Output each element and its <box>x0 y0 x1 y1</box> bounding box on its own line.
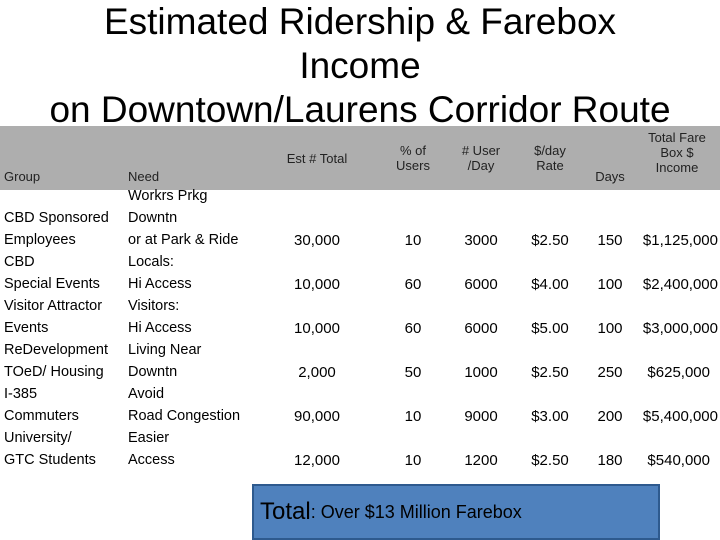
group-line: ReDevelopment <box>4 342 108 358</box>
est-total-cell: 2,000 <box>298 364 336 381</box>
need-line: Avoid <box>128 386 165 402</box>
est-total-cell: 10,000 <box>294 276 340 293</box>
need-column: Workrs Prkg Downtn or at Park & Ride Loc… <box>128 185 240 471</box>
pct-users-cell: 10 <box>404 408 422 425</box>
need-line: Living Near <box>128 342 202 358</box>
need-line: Locals: <box>128 254 174 270</box>
pct-users-cell: 60 <box>404 320 422 337</box>
pct-users-cell: 10 <box>404 232 422 249</box>
est-total-cell: 10,000 <box>294 320 340 337</box>
group-line: University/ <box>4 430 72 446</box>
need-line: Road Congestion <box>128 408 241 424</box>
days-cell: 100 <box>597 276 623 293</box>
rate-cell: $5.00 <box>531 320 569 337</box>
group-line: CBD <box>4 254 35 270</box>
rate-cell: $2.50 <box>531 232 569 249</box>
need-line: Visitors: <box>128 298 180 314</box>
pct-users-cell: 10 <box>404 452 422 469</box>
rate-cell: $2.50 <box>531 452 569 469</box>
need-line: Downtn <box>128 210 178 226</box>
income-cell: $1,125,000 <box>642 232 718 249</box>
total-callout-box: Total: Over $13 Million Farebox <box>252 484 660 540</box>
need-line: Access <box>128 452 175 468</box>
group-line: Employees <box>4 232 76 248</box>
header-group: Group <box>4 169 41 184</box>
header-need: Need <box>128 169 160 184</box>
header-users-day: # User /Day <box>461 143 501 173</box>
need-line: Hi Access <box>128 276 192 292</box>
header-income: Total Fare Box $ Income <box>648 130 706 175</box>
users-day-cell: 9000 <box>464 408 498 425</box>
rate-cell: $4.00 <box>531 276 569 293</box>
need-line: Easier <box>128 430 170 446</box>
slide-title: Estimated Ridership & Farebox Income on … <box>0 0 720 124</box>
days-cell: 180 <box>597 452 623 469</box>
title-line-3: on Downtown/Laurens Corridor Route <box>49 89 671 124</box>
group-column: CBD Sponsored Employees CBD Special Even… <box>4 207 109 471</box>
days-cell: 150 <box>597 232 623 249</box>
days-cell: 200 <box>597 408 623 425</box>
group-line: GTC Students <box>4 452 96 468</box>
table-header-bar <box>0 126 720 190</box>
rate-cell: $3.00 <box>531 408 569 425</box>
group-line: Special Events <box>4 276 100 292</box>
total-text: : Over $13 Million Farebox <box>310 501 522 522</box>
income-cell: $3,000,000 <box>642 320 718 337</box>
income-cell: $2,400,000 <box>642 276 718 293</box>
rate-cell: $2.50 <box>531 364 569 381</box>
income-cell: $625,000 <box>647 364 710 381</box>
users-day-cell: 1200 <box>464 452 498 469</box>
pct-users-cell: 60 <box>404 276 422 293</box>
group-line: Visitor Attractor <box>4 298 103 314</box>
title-line-2: Income <box>299 45 421 86</box>
need-line: Downtn <box>128 364 178 380</box>
group-line: TOeD/ Housing <box>4 364 104 380</box>
header-est-total: Est # Total <box>286 150 348 166</box>
group-line: Commuters <box>4 408 79 424</box>
title-line-1: Estimated Ridership & Farebox <box>103 1 617 42</box>
income-cell: $5,400,000 <box>642 408 718 425</box>
header-days: Days <box>595 169 625 184</box>
need-line: Hi Access <box>128 320 192 336</box>
income-cell: $540,000 <box>647 452 710 469</box>
users-day-cell: 6000 <box>464 320 498 337</box>
need-line: Workrs Prkg <box>128 188 208 204</box>
header-pct-users: % of Users <box>396 143 430 173</box>
est-total-cell: 90,000 <box>294 408 340 425</box>
total-label: Total <box>260 498 311 525</box>
users-day-cell: 6000 <box>464 276 498 293</box>
pct-users-cell: 50 <box>404 364 422 381</box>
header-rate: $/day Rate <box>534 143 566 173</box>
need-line: or at Park & Ride <box>128 232 239 248</box>
days-cell: 250 <box>597 364 623 381</box>
days-cell: 100 <box>597 320 623 337</box>
est-total-cell: 30,000 <box>294 232 340 249</box>
users-day-cell: 3000 <box>464 232 498 249</box>
users-day-cell: 1000 <box>464 364 498 381</box>
est-total-cell: 12,000 <box>294 452 340 469</box>
group-line: Events <box>4 320 49 336</box>
group-line: CBD Sponsored <box>4 210 109 226</box>
group-line: I-385 <box>4 386 38 402</box>
